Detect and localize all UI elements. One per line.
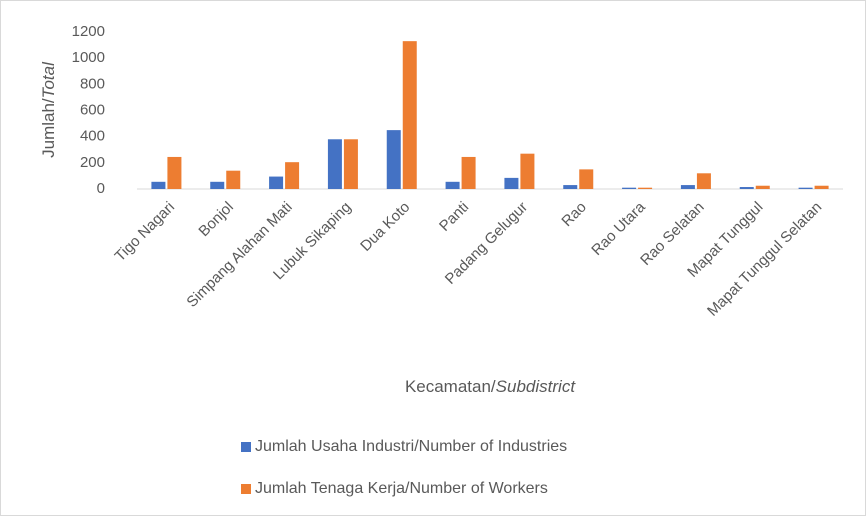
- bar: [739, 187, 754, 189]
- bar: [343, 139, 358, 189]
- bar: [563, 185, 578, 189]
- bar: [210, 181, 225, 189]
- bar: [680, 185, 695, 189]
- bar: [504, 177, 519, 189]
- legend-label: Jumlah Usaha Industri/Number of Industri…: [255, 438, 567, 455]
- legend-swatch: [241, 484, 251, 494]
- bar: [269, 176, 284, 189]
- bar: [798, 187, 813, 189]
- bar: [622, 187, 637, 189]
- bar: [402, 41, 417, 190]
- bar: [167, 156, 182, 189]
- bar: [386, 130, 401, 189]
- bar: [461, 156, 476, 189]
- bar: [327, 139, 342, 189]
- legend-swatch: [241, 442, 251, 452]
- y-tick-label: 600: [80, 101, 105, 118]
- y-tick-label: 200: [80, 154, 105, 171]
- y-tick-label: 0: [97, 180, 105, 197]
- y-tick-label: 1200: [72, 23, 105, 40]
- x-axis-title: Kecamatan/Subdistrict: [405, 377, 576, 396]
- bar: [814, 185, 829, 189]
- bar: [151, 181, 166, 189]
- bar: [579, 169, 594, 189]
- bar: [226, 170, 241, 189]
- y-tick-label: 400: [80, 128, 105, 145]
- bar: [445, 181, 460, 189]
- y-tick-label: 1000: [72, 49, 105, 66]
- bar: [520, 153, 535, 189]
- legend-label: Jumlah Tenaga Kerja/Number of Workers: [255, 480, 548, 497]
- x-axis-title-part: Kecamatan/: [405, 377, 496, 396]
- y-axis-title-part: Total: [39, 61, 58, 98]
- bar: [696, 173, 711, 189]
- bar: [285, 162, 300, 189]
- y-axis-title: Jumlah/Total: [39, 61, 58, 158]
- bar: [638, 187, 653, 189]
- bar: [755, 185, 770, 189]
- y-axis-title-part: Jumlah/: [39, 98, 58, 158]
- x-axis-title-part: Subdistrict: [496, 377, 577, 396]
- y-tick-label: 800: [80, 75, 105, 92]
